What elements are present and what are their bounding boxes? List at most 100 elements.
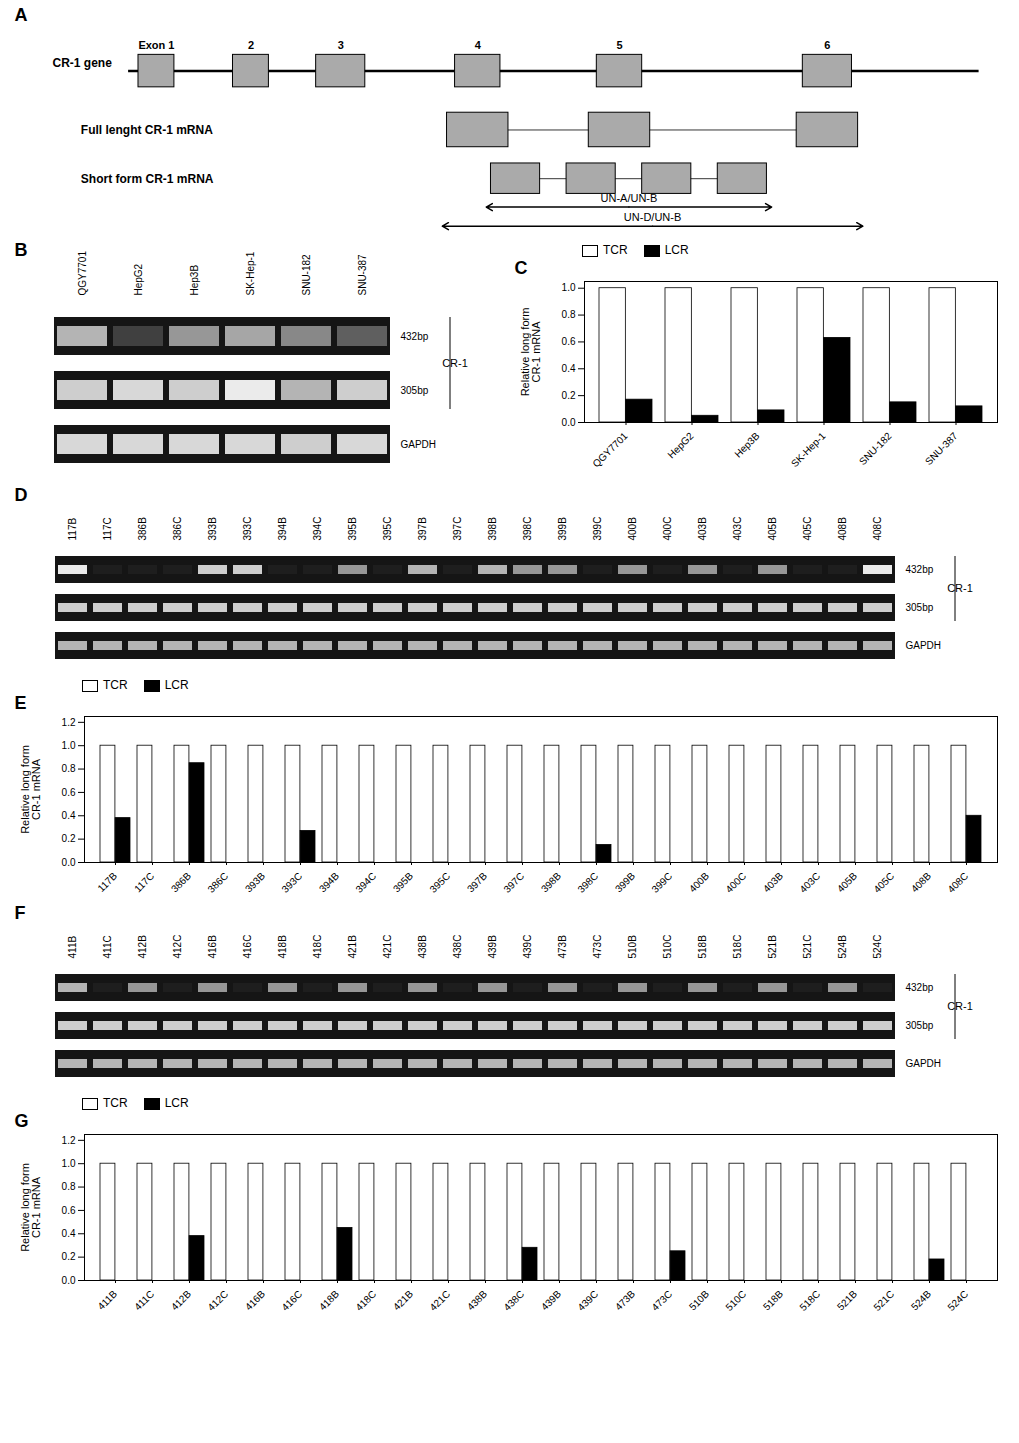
svg-text:403C: 403C: [732, 517, 743, 541]
svg-text:439C: 439C: [575, 1288, 600, 1313]
svg-text:393B: 393B: [243, 870, 268, 895]
svg-text:SNU-182: SNU-182: [301, 254, 312, 296]
svg-text:F: F: [15, 904, 26, 923]
svg-text:0.8: 0.8: [62, 763, 76, 774]
svg-text:SK-Hep-1: SK-Hep-1: [245, 251, 256, 295]
svg-text:438B: 438B: [465, 1288, 490, 1313]
svg-text:0.6: 0.6: [62, 1205, 76, 1216]
svg-text:438C: 438C: [452, 935, 463, 959]
svg-text:398B: 398B: [487, 517, 498, 541]
svg-text:518C: 518C: [797, 1288, 822, 1313]
svg-text:411C: 411C: [102, 935, 113, 958]
svg-text:0.2: 0.2: [62, 833, 76, 844]
svg-text:416B: 416B: [207, 935, 218, 959]
svg-text:400B: 400B: [687, 870, 712, 895]
svg-text:0.4: 0.4: [562, 363, 576, 374]
svg-text:524C: 524C: [945, 1288, 970, 1313]
svg-text:524B: 524B: [909, 1288, 934, 1313]
svg-text:411C: 411C: [132, 1288, 156, 1312]
svg-text:412C: 412C: [205, 1288, 230, 1313]
svg-text:GAPDH: GAPDH: [906, 640, 942, 651]
svg-text:0.0: 0.0: [62, 1275, 76, 1286]
svg-text:0.6: 0.6: [62, 787, 76, 798]
svg-text:393C: 393C: [279, 870, 304, 895]
svg-text:386C: 386C: [172, 517, 183, 541]
svg-text:400C: 400C: [662, 517, 673, 541]
svg-text:Relative long formCR-1 mRNA: Relative long formCR-1 mRNA: [19, 745, 42, 834]
svg-text:394B: 394B: [317, 870, 342, 895]
svg-text:473B: 473B: [557, 935, 568, 959]
svg-text:416C: 416C: [242, 935, 253, 959]
svg-text:400B: 400B: [627, 517, 638, 541]
svg-text:438B: 438B: [417, 935, 428, 959]
svg-text:B: B: [15, 241, 28, 260]
svg-text:117B: 117B: [67, 518, 78, 541]
svg-text:403B: 403B: [761, 870, 786, 895]
svg-text:400C: 400C: [723, 870, 748, 895]
svg-text:421C: 421C: [427, 1288, 452, 1313]
svg-text:510B: 510B: [627, 935, 638, 959]
svg-text:Full lenght CR-1 mRNA: Full lenght CR-1 mRNA: [81, 123, 213, 137]
svg-text:386B: 386B: [169, 870, 194, 895]
svg-text:117B: 117B: [95, 870, 119, 894]
svg-text:GAPDH: GAPDH: [906, 1058, 942, 1069]
svg-text:GAPDH: GAPDH: [401, 439, 437, 450]
svg-text:518B: 518B: [697, 935, 708, 959]
svg-text:Hep3B: Hep3B: [732, 430, 762, 460]
svg-text:1.0: 1.0: [62, 740, 76, 751]
svg-text:SNU-387: SNU-387: [357, 254, 368, 296]
svg-text:510B: 510B: [687, 1288, 712, 1313]
svg-text:CR-1: CR-1: [442, 357, 468, 369]
svg-text:1.0: 1.0: [562, 282, 576, 293]
svg-text:524B: 524B: [837, 935, 848, 959]
svg-text:403B: 403B: [697, 517, 708, 541]
svg-text:395B: 395B: [391, 870, 416, 895]
svg-text:432bp: 432bp: [401, 331, 429, 342]
svg-text:SNU-387: SNU-387: [923, 430, 960, 467]
svg-text:393C: 393C: [242, 517, 253, 541]
svg-text:UN-D/UN-B: UN-D/UN-B: [624, 211, 681, 223]
svg-text:405B: 405B: [835, 870, 860, 895]
svg-text:510C: 510C: [723, 1288, 748, 1313]
svg-text:1.2: 1.2: [62, 717, 76, 728]
svg-text:408C: 408C: [872, 517, 883, 541]
svg-text:521B: 521B: [835, 1288, 860, 1313]
svg-text:394C: 394C: [312, 517, 323, 541]
svg-text:C: C: [515, 259, 528, 278]
svg-text:412B: 412B: [137, 935, 148, 959]
svg-text:SK-Hep-1: SK-Hep-1: [789, 430, 828, 469]
svg-text:473C: 473C: [649, 1288, 674, 1313]
svg-text:0.6: 0.6: [562, 336, 576, 347]
svg-text:416B: 416B: [243, 1288, 268, 1313]
svg-text:0.8: 0.8: [62, 1181, 76, 1192]
svg-text:0.4: 0.4: [62, 810, 76, 821]
svg-text:399C: 399C: [592, 517, 603, 541]
svg-text:412B: 412B: [169, 1288, 194, 1313]
svg-text:399B: 399B: [613, 870, 638, 895]
svg-text:395C: 395C: [382, 517, 393, 541]
svg-text:305bp: 305bp: [401, 385, 429, 396]
svg-text:405B: 405B: [767, 517, 778, 541]
svg-text:Exon 1: Exon 1: [138, 39, 174, 51]
svg-text:397B: 397B: [417, 517, 428, 541]
svg-text:1.2: 1.2: [62, 1135, 76, 1146]
svg-text:D: D: [15, 486, 28, 505]
svg-text:394C: 394C: [353, 870, 378, 895]
svg-text:405C: 405C: [802, 517, 813, 541]
svg-text:2: 2: [248, 39, 254, 51]
svg-text:398C: 398C: [522, 517, 533, 541]
svg-text:386B: 386B: [137, 517, 148, 541]
svg-text:473B: 473B: [613, 1288, 638, 1313]
svg-text:405C: 405C: [871, 870, 896, 895]
svg-text:SNU-182: SNU-182: [857, 430, 894, 467]
svg-text:HepG2: HepG2: [665, 430, 695, 460]
svg-text:1.0: 1.0: [62, 1158, 76, 1169]
svg-text:CR-1: CR-1: [947, 1000, 973, 1012]
svg-text:403C: 403C: [797, 870, 822, 895]
svg-text:3: 3: [338, 39, 344, 51]
svg-text:398C: 398C: [575, 870, 600, 895]
svg-text:411B: 411B: [95, 1288, 119, 1312]
svg-text:408B: 408B: [909, 870, 934, 895]
svg-text:521C: 521C: [802, 935, 813, 959]
svg-text:399B: 399B: [557, 517, 568, 541]
